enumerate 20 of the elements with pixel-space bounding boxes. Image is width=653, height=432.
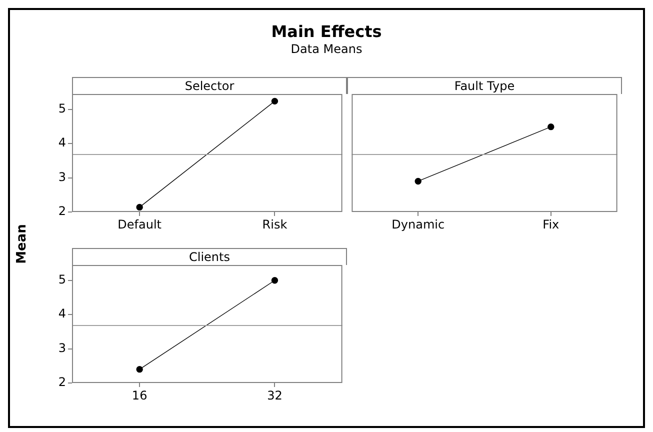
x-tick-label: 32 [267,388,282,402]
x-tick-label: Fix [542,217,560,232]
x-tick-label: 16 [132,388,148,402]
y-tick-label: 4 [58,306,66,321]
y-tick-label: 5 [58,102,66,116]
x-tick-label: Risk [262,217,288,232]
y-tick-label: 4 [58,136,66,150]
chart-title: Main Effects [270,22,383,41]
x-tick-label: Dynamic [392,217,445,232]
x-axis-title: Fault Type [347,77,622,94]
y-tick-label: 3 [58,340,66,355]
y-axis-title: Mean [14,224,30,264]
x-tick-label: Default [118,217,162,232]
y-tick-label: 2 [58,204,66,218]
x-axis-title: Clients [72,248,347,265]
y-tick-label: 2 [58,375,66,390]
chart-subtitle: Data Means [290,42,364,56]
y-tick-label: 3 [58,170,66,184]
y-tick-label: 5 [58,272,66,287]
x-axis-title: Selector [72,77,347,94]
